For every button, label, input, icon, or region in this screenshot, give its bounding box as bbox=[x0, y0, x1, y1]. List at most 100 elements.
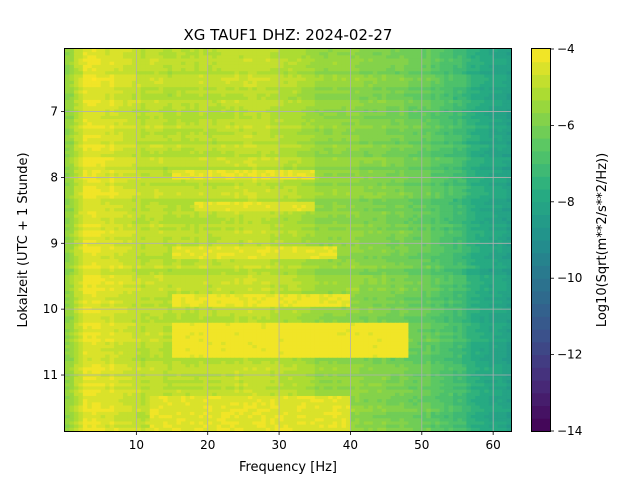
heatmap-cell bbox=[354, 125, 360, 130]
heatmap-cell bbox=[470, 154, 476, 158]
heatmap-cell bbox=[114, 49, 120, 53]
heatmap-cell bbox=[122, 166, 129, 171]
heatmap-cell bbox=[421, 61, 427, 66]
heatmap-cell bbox=[163, 49, 169, 53]
heatmap-cell bbox=[354, 182, 360, 187]
heatmap-cell bbox=[337, 134, 343, 139]
heatmap-cell bbox=[328, 112, 334, 117]
heatmap-cell bbox=[301, 201, 307, 206]
heatmap-cell bbox=[386, 173, 392, 177]
heatmap-cell bbox=[470, 147, 476, 152]
heatmap-cell bbox=[118, 150, 124, 155]
heatmap-cell bbox=[488, 115, 494, 120]
heatmap-cell bbox=[395, 147, 401, 152]
heatmap-cell bbox=[328, 115, 334, 120]
heatmap-cell bbox=[470, 176, 476, 181]
heatmap-cell bbox=[395, 179, 401, 184]
heatmap-cell bbox=[118, 176, 124, 181]
heatmap-cell bbox=[118, 198, 124, 203]
heatmap-cell bbox=[377, 122, 383, 126]
heatmap-cell bbox=[470, 150, 476, 155]
heatmap-cell bbox=[323, 157, 329, 162]
heatmap-cell bbox=[65, 195, 71, 200]
heatmap-cell bbox=[381, 169, 387, 174]
heatmap-cell bbox=[363, 80, 369, 85]
heatmap-cell bbox=[399, 150, 405, 155]
heatmap-cell bbox=[96, 189, 102, 193]
heatmap-cell bbox=[180, 77, 187, 82]
heatmap-cell bbox=[140, 71, 146, 76]
heatmap-cell bbox=[238, 58, 244, 63]
heatmap-cell bbox=[368, 201, 374, 206]
heatmap-cell bbox=[230, 198, 236, 203]
heatmap-cell bbox=[212, 49, 218, 53]
spectrogram-heatmap bbox=[65, 49, 512, 432]
heatmap-cell bbox=[114, 87, 120, 91]
heatmap-cell bbox=[158, 163, 164, 168]
heatmap-cell bbox=[198, 179, 204, 184]
heatmap-cell bbox=[395, 169, 401, 174]
heatmap-cell bbox=[341, 128, 347, 133]
heatmap-cell bbox=[189, 125, 195, 130]
heatmap-cell bbox=[256, 198, 262, 203]
heatmap-cell bbox=[230, 192, 236, 197]
heatmap-cell bbox=[105, 99, 111, 104]
heatmap-cell bbox=[122, 87, 129, 91]
heatmap-cell bbox=[350, 192, 356, 197]
heatmap-cell bbox=[493, 173, 499, 177]
heatmap-cell bbox=[252, 176, 258, 181]
heatmap-cell bbox=[180, 52, 187, 56]
heatmap-cell bbox=[368, 163, 374, 168]
heatmap-cell bbox=[154, 204, 160, 209]
heatmap-cell bbox=[354, 68, 360, 72]
heatmap-cell bbox=[145, 96, 151, 101]
heatmap-cell bbox=[412, 112, 418, 117]
heatmap-cell bbox=[105, 122, 111, 126]
heatmap-cell bbox=[87, 77, 93, 82]
heatmap-cell bbox=[359, 201, 365, 206]
heatmap-cell bbox=[252, 80, 258, 85]
heatmap-cell bbox=[359, 163, 365, 168]
heatmap-cell bbox=[502, 58, 508, 63]
heatmap-cell bbox=[118, 55, 124, 60]
heatmap-cell bbox=[203, 131, 209, 136]
heatmap-cell bbox=[154, 112, 160, 117]
heatmap-cell bbox=[296, 160, 302, 165]
heatmap-cell bbox=[100, 119, 106, 123]
heatmap-cell bbox=[243, 68, 249, 72]
heatmap-cell bbox=[230, 157, 236, 162]
heatmap-cell bbox=[194, 125, 200, 130]
heatmap-cell bbox=[145, 169, 151, 174]
heatmap-cell bbox=[368, 112, 374, 117]
heatmap-cell bbox=[328, 198, 334, 203]
heatmap-cell bbox=[189, 52, 195, 56]
heatmap-cell bbox=[154, 163, 160, 168]
heatmap-cell bbox=[363, 160, 369, 165]
heatmap-cell bbox=[149, 166, 155, 171]
heatmap-cell bbox=[403, 141, 410, 146]
heatmap-cell bbox=[332, 144, 338, 149]
heatmap-cell bbox=[354, 138, 360, 142]
heatmap-cell bbox=[122, 176, 129, 181]
heatmap-cell bbox=[230, 90, 236, 95]
heatmap-cell bbox=[96, 103, 102, 107]
heatmap-cell bbox=[100, 87, 106, 91]
heatmap-cell bbox=[252, 179, 258, 184]
heatmap-cell bbox=[203, 68, 209, 72]
heatmap-cell bbox=[256, 176, 262, 181]
heatmap-cell bbox=[479, 179, 485, 184]
heatmap-cell bbox=[435, 189, 441, 193]
heatmap-cell bbox=[386, 58, 392, 63]
heatmap-cell bbox=[185, 204, 191, 209]
heatmap-cell bbox=[332, 125, 338, 130]
heatmap-cell bbox=[145, 138, 151, 142]
heatmap-cell bbox=[484, 169, 490, 174]
heatmap-cell bbox=[127, 87, 133, 91]
heatmap-cell bbox=[390, 166, 396, 171]
heatmap-cell bbox=[238, 150, 244, 155]
heatmap-cell bbox=[403, 128, 410, 133]
heatmap-cell bbox=[372, 166, 378, 171]
heatmap-cell bbox=[381, 185, 387, 190]
heatmap-cell bbox=[109, 138, 115, 142]
heatmap-cell bbox=[261, 90, 267, 95]
